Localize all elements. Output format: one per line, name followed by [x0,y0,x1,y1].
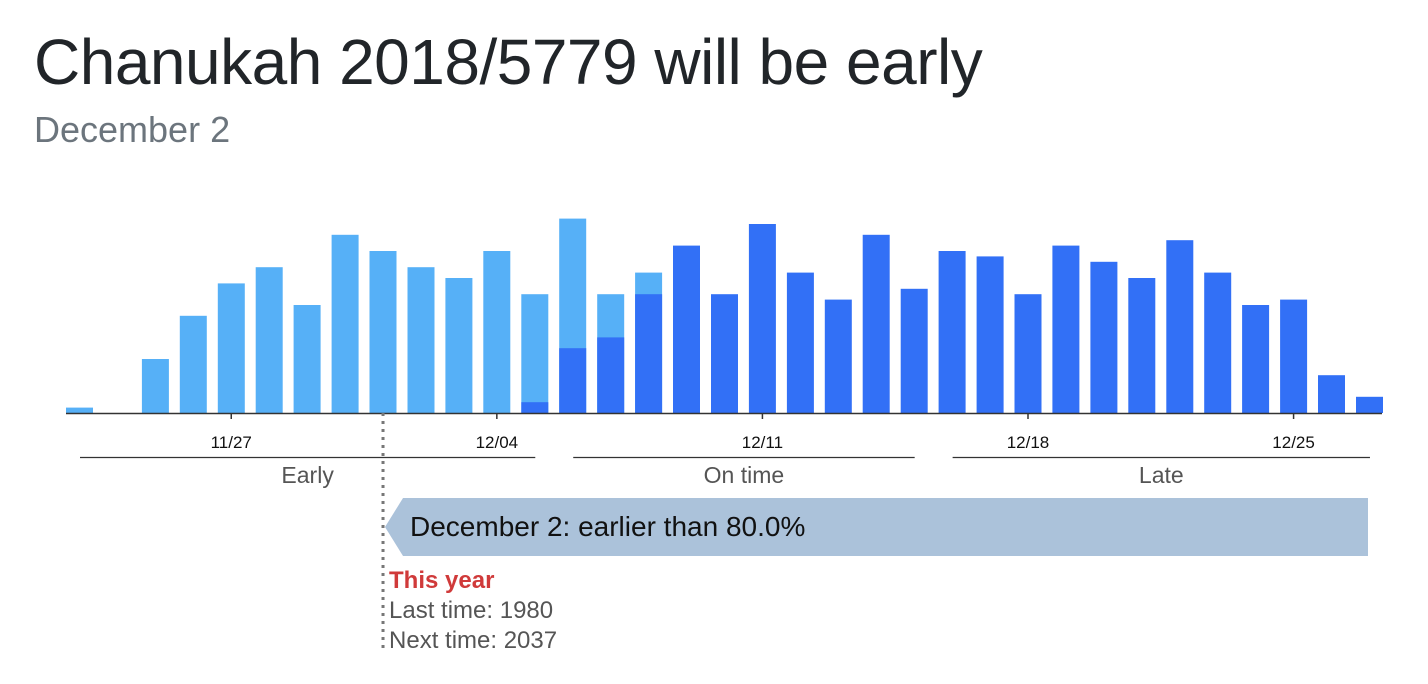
bar-dark-12/27 [1356,396,1383,413]
bar-light-11/30 [331,234,359,413]
bar-dark-12/07 [597,337,625,413]
group-label: Early [281,462,334,488]
group-label: On time [704,462,785,488]
bar-dark-12/26 [1318,375,1345,413]
bar-light-12/04 [483,251,511,413]
x-tick-label: 11/27 [211,433,252,452]
x-tick-label: 12/11 [742,433,783,452]
bar-dark-12/22 [1166,240,1194,413]
callout-arrow [385,498,1368,556]
bar-light-11/29 [293,305,321,413]
bar-dark-12/19 [1052,245,1080,413]
bar-light-12/02 [407,267,435,413]
bar-dark-12/14 [862,234,890,413]
group-label: Late [1139,462,1184,488]
bar-dark-12/20 [1090,261,1118,413]
bar-light-11/25 [141,359,169,413]
date-groups: Early On time Late [80,456,1370,488]
last-time-label: Last time: 1980 [389,597,553,624]
bar-dark-12/25 [1280,299,1308,413]
bar-dark-12/24 [1242,305,1270,413]
bar-dark-12/18 [1014,294,1042,413]
callout-text: December 2: earlier than 80.0% [410,511,805,542]
x-tick-label: 12/25 [1272,433,1315,452]
bar-dark-12/15 [900,288,928,413]
bar-light-12/03 [445,278,473,413]
bar-dark-12/11 [748,224,776,413]
x-tick-label: 12/18 [1007,433,1050,452]
bar-dark-12/08 [635,294,663,413]
bar-dark-12/09 [673,245,700,413]
this-year-label: This year [389,567,494,594]
chart-title: Chanukah 2018/5779 will be early [34,26,983,98]
bar-light-12/05 [521,294,549,413]
chart-subtitle: December 2 [34,109,231,150]
bar-light-11/28 [255,267,283,413]
bar-light-11/27 [217,283,245,413]
bar-dark-12/23 [1204,272,1232,413]
bar-light-11/26 [179,315,207,413]
bar-light-12/01 [369,251,397,413]
bars-layer [66,218,1383,413]
next-time-label: Next time: 2037 [389,627,557,654]
bar-dark-12/16 [938,251,966,413]
x-tick-label: 12/04 [476,433,519,452]
bar-dark-12/05 [521,402,549,413]
x-ticks: 11/27 12/04 12/11 12/18 12/25 [211,413,1315,452]
bar-dark-12/21 [1128,278,1156,413]
bar-dark-12/17 [976,256,1004,413]
bar-dark-12/13 [824,299,852,413]
bar-dark-12/12 [786,272,814,413]
bar-dark-12/06 [559,348,587,413]
bar-light-11/23 [66,407,93,413]
bar-dark-12/10 [711,294,738,413]
